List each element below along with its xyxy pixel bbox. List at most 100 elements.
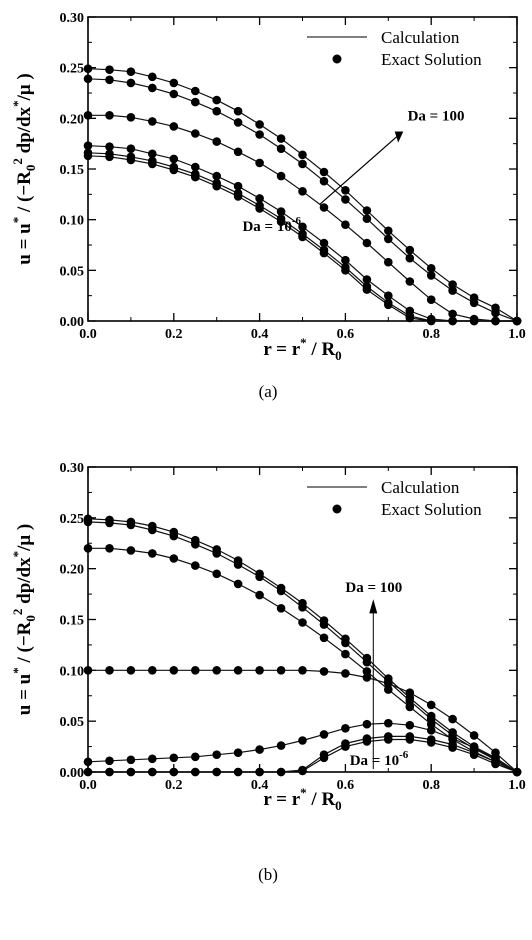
data-point (233, 767, 243, 777)
data-point (298, 159, 307, 169)
series-6 (83, 514, 522, 777)
data-point (255, 158, 264, 168)
data-point (448, 728, 457, 737)
data-point (469, 314, 479, 324)
data-point (126, 113, 136, 122)
data-point (384, 226, 393, 236)
data-point (341, 220, 350, 229)
data-point (105, 75, 114, 85)
data-point (105, 767, 114, 777)
data-point (233, 579, 243, 589)
data-point (384, 291, 393, 301)
y-tick-label: 0.10 (60, 664, 85, 679)
data-point (405, 245, 415, 255)
data-point (319, 167, 329, 177)
data-point (384, 674, 393, 683)
data-point (83, 74, 93, 84)
data-point (148, 549, 157, 558)
data-point (362, 667, 372, 676)
data-point (341, 634, 350, 644)
y-tick-label: 0.05 (60, 715, 85, 730)
data-point (126, 666, 136, 675)
data-point (212, 171, 221, 181)
data-point (362, 734, 372, 743)
data-point (362, 673, 372, 682)
data-point (169, 666, 179, 675)
data-point (255, 194, 264, 203)
series-2 (83, 141, 522, 326)
y-tick-label: 0.25 (60, 512, 85, 527)
data-point (191, 162, 200, 172)
data-point (276, 134, 286, 143)
data-point (298, 666, 307, 675)
y-tick-label: 0.25 (60, 62, 85, 77)
data-point (148, 72, 157, 82)
data-point (362, 282, 372, 291)
data-point (384, 718, 393, 728)
x-axis-label: r = r* / R0 (263, 335, 341, 363)
panel-caption: (a) (259, 382, 278, 401)
annotation-da-100: Da = 100 (408, 108, 465, 124)
y-axis-label: u = u* / (−R02 dp/dx*/μ ) (10, 524, 38, 716)
annotation-da-1e-6: Da = 10-6 (350, 749, 409, 769)
data-point (148, 754, 157, 764)
data-point (341, 263, 350, 272)
data-point (191, 767, 200, 777)
data-point (233, 181, 243, 191)
series-3 (83, 111, 522, 326)
data-point (255, 590, 264, 600)
trend-arrow-head (369, 599, 378, 614)
trend-arrow-line (319, 136, 398, 205)
series-0 (83, 151, 522, 326)
data-point (426, 726, 436, 735)
data-point (212, 106, 221, 116)
data-point (298, 765, 307, 775)
data-point (384, 732, 393, 741)
data-point (448, 316, 457, 326)
data-point (255, 120, 264, 129)
data-point (341, 195, 350, 204)
data-point (191, 535, 200, 545)
data-point (512, 767, 522, 777)
y-tick-label: 0.15 (60, 163, 85, 178)
data-point (233, 556, 243, 565)
data-point (83, 767, 93, 777)
data-point (105, 666, 114, 675)
data-point (83, 666, 93, 675)
data-point (276, 207, 286, 216)
data-point (255, 666, 264, 675)
data-point (469, 293, 479, 303)
data-point (298, 598, 307, 608)
series-5 (83, 64, 522, 326)
data-point (212, 750, 221, 759)
data-point (319, 730, 329, 739)
data-point (319, 203, 329, 212)
data-point (212, 95, 221, 105)
annotation-da-100: Da = 100 (345, 580, 402, 596)
data-point (169, 527, 179, 537)
data-point (469, 742, 479, 751)
data-point (126, 78, 136, 88)
data-point (169, 154, 179, 164)
data-point (105, 756, 114, 766)
data-point (491, 753, 500, 763)
data-point (405, 277, 415, 286)
chart-panel-a: 0.0 0.2 0.4 0.6 0.8 1.0 0.00 0.05 0.10 0.15 0.20 0.… (10, 11, 526, 401)
data-point (105, 142, 114, 151)
data-point (126, 517, 136, 527)
data-point (148, 83, 157, 93)
legend-label-calculation: Calculation (381, 28, 460, 47)
data-point (148, 666, 157, 675)
x-tick-label: 0.4 (251, 327, 269, 342)
data-point (105, 65, 114, 74)
x-tick-label: 1.0 (508, 327, 526, 342)
data-point (83, 514, 93, 524)
data-point (276, 604, 286, 613)
data-point (191, 169, 200, 179)
data-point (105, 544, 114, 553)
legend-marker-swatch (332, 504, 342, 514)
series-4 (83, 74, 522, 326)
data-point (191, 129, 200, 138)
y-tick-label: 0.00 (60, 315, 85, 330)
data-point (405, 253, 415, 263)
